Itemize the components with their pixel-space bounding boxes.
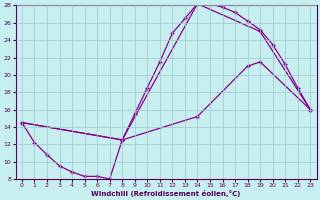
X-axis label: Windchill (Refroidissement éolien,°C): Windchill (Refroidissement éolien,°C)	[92, 190, 241, 197]
